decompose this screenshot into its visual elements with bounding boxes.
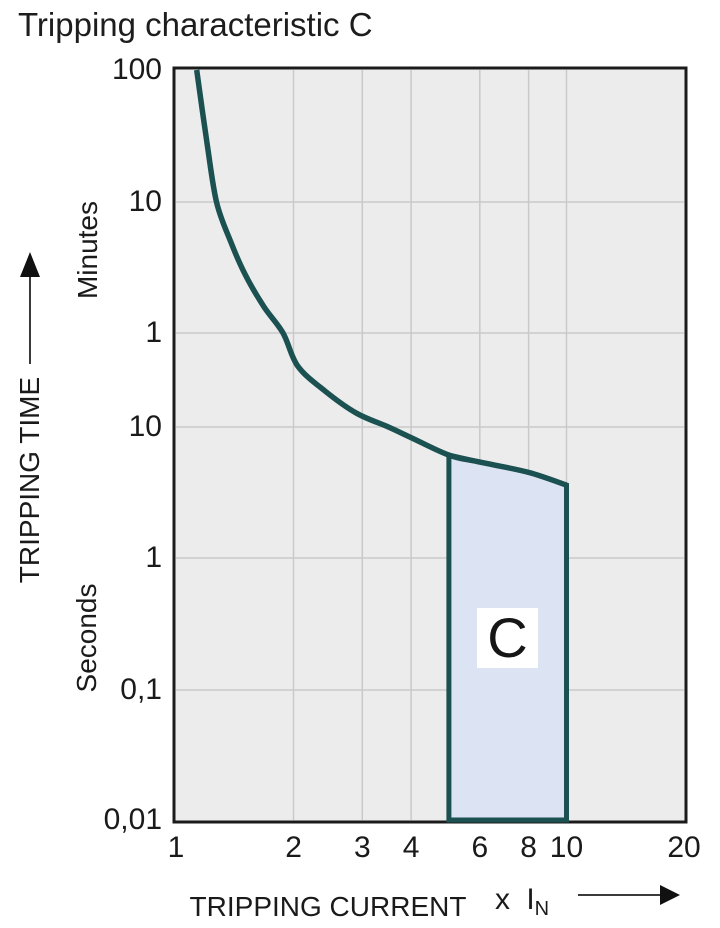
y-tick-label: 0,01 <box>103 803 162 836</box>
up-arrow-icon <box>20 252 40 277</box>
x-tick-label: 20 <box>667 831 701 864</box>
x-axis-unit-label: x IN <box>495 883 550 920</box>
y-tick-label: 10 <box>128 185 162 218</box>
region-label-box: C <box>477 608 538 668</box>
y-axis-title: TRIPPING TIME <box>14 376 45 584</box>
tripping-curve <box>193 69 568 488</box>
page-title: Tripping characteristic C <box>18 6 373 43</box>
x-tick-label: 4 <box>402 831 420 864</box>
y-tick-label: 1 <box>145 541 162 574</box>
x-tick-label: 8 <box>520 831 537 864</box>
y-tick-label: 0,1 <box>120 673 162 706</box>
plot-frame <box>172 66 688 824</box>
plot-background <box>174 68 686 822</box>
right-arrow-icon <box>660 885 680 905</box>
up-arrow-line <box>29 274 31 364</box>
right-arrow-line <box>578 894 662 896</box>
y-tick-label: 1 <box>145 316 162 349</box>
x-tick-label: 1 <box>167 831 185 864</box>
region-c-label: C <box>487 606 528 669</box>
x-tick-label: 3 <box>353 831 371 864</box>
x-tick-label: 6 <box>471 831 489 864</box>
y-tick-label: 100 <box>111 53 162 86</box>
x-axis-title: TRIPPING CURRENT <box>189 891 467 922</box>
x-tick-label: 10 <box>549 831 584 864</box>
y-tick-label: 10 <box>128 410 162 443</box>
x-tick-label: 2 <box>285 831 302 864</box>
x-axis-unit-prefix: x I <box>495 883 535 916</box>
x-axis-unit-subscript: N <box>534 898 550 920</box>
